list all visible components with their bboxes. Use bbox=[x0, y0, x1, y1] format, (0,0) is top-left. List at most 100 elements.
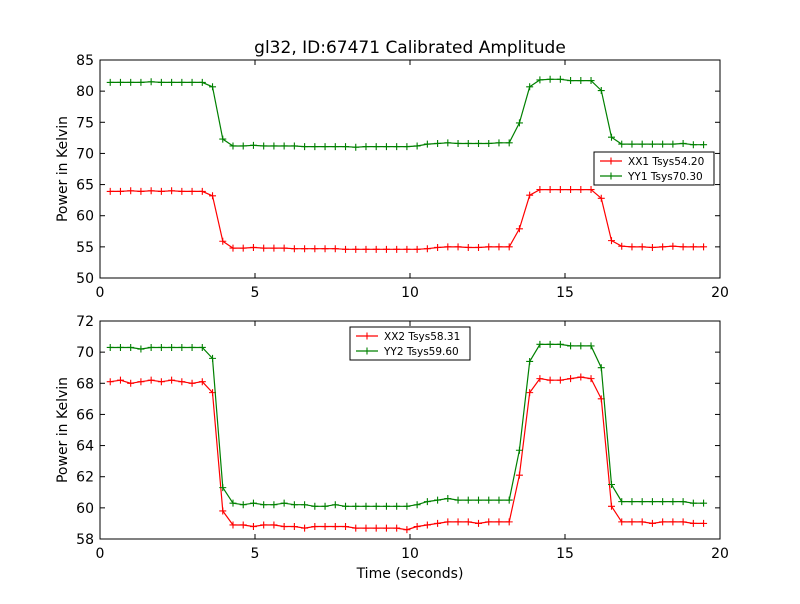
bottom-data-point bbox=[546, 376, 554, 384]
bottom-data-point bbox=[188, 379, 196, 387]
top-legend-marker bbox=[607, 172, 615, 180]
top-data-point bbox=[137, 187, 145, 195]
top-data-point bbox=[536, 76, 544, 84]
top-y-tick-label: 65 bbox=[76, 178, 94, 194]
top-data-point bbox=[362, 143, 370, 151]
top-data-point bbox=[352, 245, 360, 253]
bottom-data-point bbox=[219, 507, 227, 515]
top-data-point bbox=[249, 141, 257, 149]
top-data-point bbox=[260, 244, 268, 252]
bottom-data-point bbox=[700, 499, 708, 507]
top-data-point bbox=[485, 139, 493, 147]
top-data-point bbox=[454, 139, 462, 147]
top-data-point bbox=[597, 194, 605, 202]
bottom-data-point bbox=[106, 378, 114, 386]
top-data-point bbox=[168, 78, 176, 86]
bottom-data-point bbox=[137, 345, 145, 353]
top-x-tick-label: 10 bbox=[401, 285, 419, 301]
bottom-legend-marker bbox=[363, 347, 371, 355]
top-data-point bbox=[638, 243, 646, 251]
bottom-data-point bbox=[515, 471, 523, 479]
top-x-tick-label: 5 bbox=[251, 285, 260, 301]
top-data-point bbox=[239, 142, 247, 150]
top-data-point bbox=[342, 143, 350, 151]
bottom-data-point bbox=[536, 375, 544, 383]
bottom-data-point bbox=[485, 518, 493, 526]
top-data-point bbox=[311, 143, 319, 151]
top-data-point bbox=[178, 78, 186, 86]
bottom-data-point bbox=[352, 502, 360, 510]
bottom-data-point bbox=[260, 521, 268, 529]
top-y-tick-label: 60 bbox=[76, 209, 94, 225]
bottom-data-point bbox=[608, 502, 615, 510]
bottom-data-point bbox=[116, 343, 124, 351]
top-legend bbox=[593, 151, 715, 186]
bottom-data-point bbox=[628, 498, 636, 506]
top-data-point bbox=[515, 225, 523, 233]
bottom-data-point bbox=[567, 375, 575, 383]
bottom-data-point bbox=[260, 501, 268, 509]
bottom-data-point bbox=[475, 496, 483, 504]
bottom-data-point bbox=[689, 519, 697, 527]
bottom-data-point bbox=[311, 523, 319, 531]
top-data-point bbox=[280, 244, 288, 252]
top-data-point bbox=[495, 139, 503, 147]
top-data-point bbox=[495, 243, 503, 251]
bottom-data-point bbox=[413, 523, 421, 531]
bottom-data-point bbox=[178, 343, 186, 351]
bottom-data-point bbox=[669, 518, 677, 526]
top-data-point bbox=[127, 187, 135, 195]
bottom-legend bbox=[349, 326, 471, 361]
top-data-point bbox=[403, 245, 411, 253]
top-x-tick-label: 15 bbox=[556, 285, 574, 301]
bottom-data-point bbox=[597, 364, 605, 372]
bottom-data-point bbox=[577, 342, 585, 350]
bottom-data-point bbox=[249, 523, 257, 531]
top-data-point bbox=[260, 142, 268, 150]
top-data-point bbox=[219, 237, 227, 245]
top-data-point bbox=[393, 245, 401, 253]
bottom-data-point bbox=[659, 518, 667, 526]
bottom-y-tick-label: 58 bbox=[76, 532, 94, 548]
top-data-point bbox=[188, 187, 196, 195]
top-data-point bbox=[168, 187, 176, 195]
top-data-point bbox=[434, 243, 442, 251]
bottom-data-point bbox=[689, 499, 697, 507]
bottom-data-point bbox=[352, 524, 360, 532]
top-data-point bbox=[362, 245, 370, 253]
top-legend-label: YY1 Tsys70.30 bbox=[627, 171, 703, 183]
top-data-point bbox=[321, 143, 329, 151]
top-data-point bbox=[352, 143, 360, 151]
top-legend-marker bbox=[607, 157, 615, 165]
top-data-point bbox=[372, 245, 380, 253]
top-data-point bbox=[106, 187, 114, 195]
bottom-data-point bbox=[536, 340, 544, 348]
bottom-data-point bbox=[618, 498, 626, 506]
bottom-x-tick-label: 15 bbox=[556, 546, 574, 562]
bottom-y-tick-label: 68 bbox=[76, 376, 94, 392]
bottom-y-tick-label: 70 bbox=[76, 345, 94, 361]
top-data-point bbox=[587, 186, 595, 194]
bottom-data-point bbox=[464, 496, 472, 504]
bottom-data-point bbox=[116, 376, 124, 384]
bottom-data-point bbox=[659, 498, 667, 506]
top-data-point bbox=[700, 141, 708, 149]
bottom-data-point bbox=[168, 376, 176, 384]
top-data-point bbox=[403, 143, 411, 151]
bottom-data-point bbox=[157, 378, 165, 386]
top-data-point bbox=[290, 245, 298, 253]
top-data-point bbox=[638, 140, 646, 148]
top-data-point bbox=[229, 244, 237, 252]
bottom-data-point bbox=[106, 343, 114, 351]
x-axis-label: Time (seconds) bbox=[356, 566, 464, 582]
top-data-point bbox=[178, 187, 186, 195]
top-data-point bbox=[321, 245, 329, 253]
bottom-data-point bbox=[372, 502, 380, 510]
top-data-point bbox=[188, 78, 196, 86]
bottom-data-point bbox=[393, 524, 401, 532]
top-y-tick-label: 80 bbox=[76, 84, 94, 100]
top-data-point bbox=[526, 83, 534, 91]
bottom-data-point bbox=[301, 524, 309, 532]
bottom-data-point bbox=[556, 376, 564, 384]
